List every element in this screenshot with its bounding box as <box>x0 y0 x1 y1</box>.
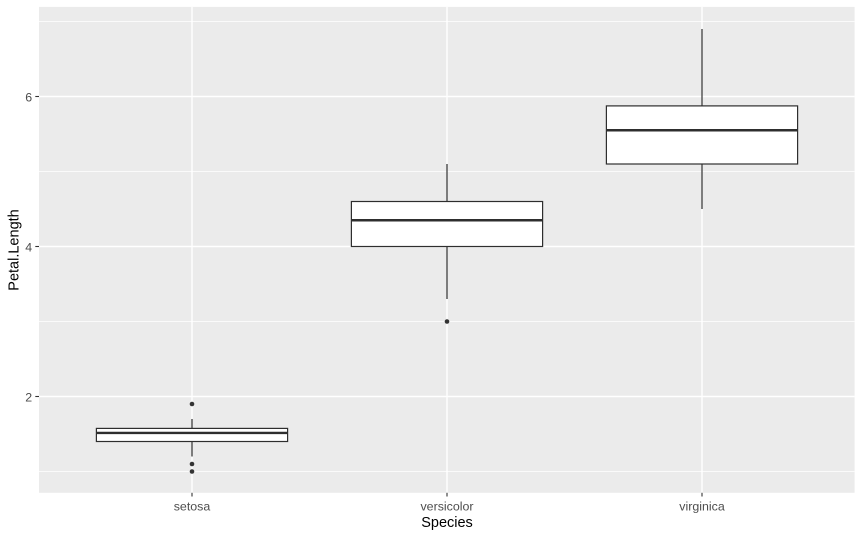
svg-text:Species: Species <box>421 515 473 531</box>
svg-text:versicolor: versicolor <box>420 500 473 514</box>
svg-text:4: 4 <box>25 241 32 255</box>
svg-text:2: 2 <box>25 391 32 405</box>
svg-text:Petal.Length: Petal.Length <box>6 209 22 290</box>
svg-text:virginica: virginica <box>679 500 725 514</box>
svg-text:setosa: setosa <box>174 500 211 514</box>
svg-text:6: 6 <box>25 91 32 105</box>
